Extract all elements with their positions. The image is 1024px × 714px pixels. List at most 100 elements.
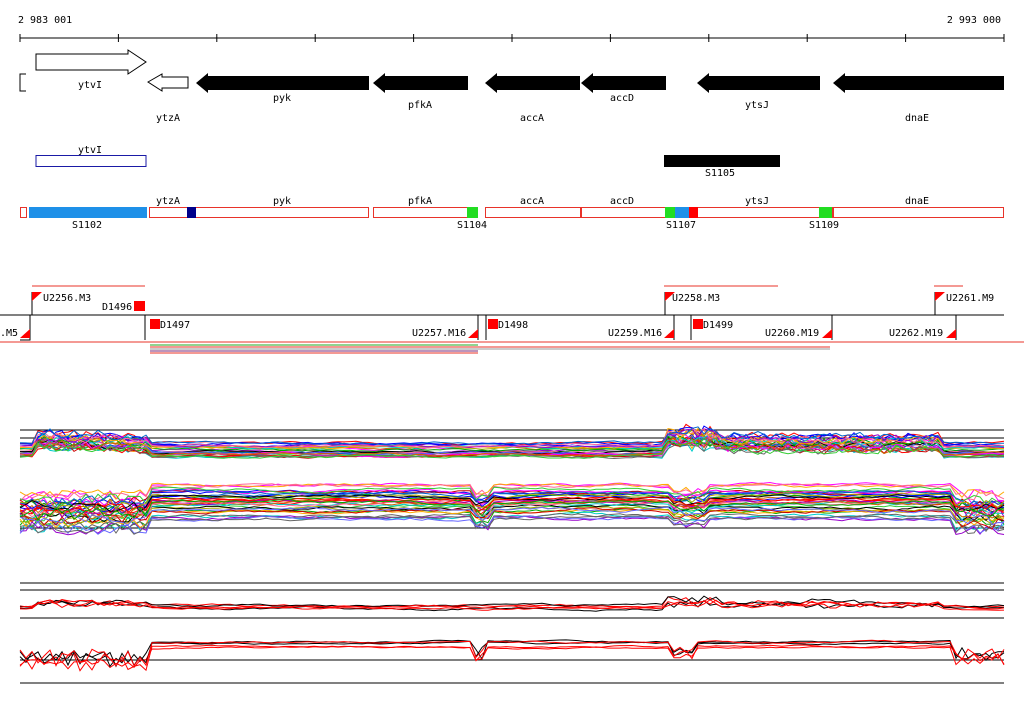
expression-trace [19,436,1005,457]
gene-arrow-pfka[interactable] [373,73,468,93]
start-flag-icon [935,292,945,301]
end-flag-icon [20,329,30,338]
transcript-bracket [20,315,31,341]
expression-trace [19,437,1005,459]
expression-trace [19,425,1005,447]
site-label-s1102: S1102 [72,220,102,231]
summary-trace [19,595,1005,609]
gene-label-acca: accA [520,113,544,124]
gene-label-accd: accD [610,93,634,104]
expression-trace [19,515,1005,536]
segment-outline[interactable] [20,207,27,218]
gene-arrow-ytza[interactable] [147,73,189,92]
site-block-s1109[interactable] [819,207,832,218]
transcript-label: U2258.M3 [672,293,720,304]
transcript-label: .M5 [0,328,18,339]
transcript-label: U2257.M16 [412,328,466,339]
gene-arrow-acca[interactable] [485,73,580,93]
expression-trace [19,507,1005,530]
summary-trace [19,599,1005,611]
segment-track: ytzA pyk pfkA accA accD ytsJ dnaE S1102 … [20,196,1004,231]
site-block-s1107-red[interactable] [689,207,698,218]
segment-outline[interactable] [833,207,1004,218]
transcript-label: U2259.M16 [608,328,662,339]
start-coordinate: 2 983 001 [18,15,72,26]
feature-label-ytvi: ytvI [78,145,102,156]
transcript-label: D1498 [498,320,528,331]
gene-label-ytza: ytzA [156,113,180,124]
expression-trace [19,515,1005,535]
end-flag-icon [468,329,478,338]
expression-trace [19,423,1005,446]
ruler-ticks [19,34,1005,42]
feature-box-ytvi[interactable] [35,155,147,167]
gene-label-dnae: dnaE [905,113,929,124]
stop-marker [488,319,498,329]
expression-profiles-summary [19,582,1005,684]
gene-arrow-ytvi[interactable] [35,49,147,75]
expression-trace [19,481,1005,502]
transcript-label: U2261.M9 [946,293,994,304]
gene-label-ytsj: ytsJ [745,100,769,111]
summary-trace [19,639,1005,667]
start-flag-icon [32,292,42,301]
site-block-s1102[interactable] [29,207,147,218]
site-label-s1109: S1109 [809,220,839,231]
end-flag-icon [946,329,956,338]
end-flag-icon [822,329,832,338]
gene-label-pyk: pyk [273,93,291,104]
feature-box-s1105[interactable] [664,155,780,167]
site-block-s1104[interactable] [467,207,478,218]
expression-trace [19,489,1005,511]
expression-trace [19,427,1005,449]
expression-trace [19,503,1005,524]
transcript-label: D1496 [102,302,132,313]
expression-trace [19,494,1005,513]
summary-trace [19,644,1005,672]
transcript-label: D1499 [703,320,733,331]
site-block-dark[interactable] [187,207,196,218]
expression-trace [19,496,1005,515]
gene-fragment-left [19,73,26,92]
segment-outline[interactable] [149,207,369,218]
end-flag-icon [664,329,674,338]
expression-trace [19,506,1005,526]
expression-trace [19,488,1005,508]
expression-trace [19,489,1005,510]
segment-outline[interactable] [373,207,478,218]
segment-outline[interactable] [581,207,833,218]
site-block-s1107-blue[interactable] [675,207,689,218]
summary-trace [19,645,1005,672]
segment-label-dnae: dnaE [905,196,929,207]
gene-arrow-ytsj[interactable] [697,73,820,93]
segment-label-pfka: pfkA [408,196,432,207]
gene-track: ytvI ytzA pyk pfkA accA accD ytsJ dnaE [19,49,1004,124]
segment-outline[interactable] [485,207,581,218]
segment-label-acca: accA [520,196,544,207]
stop-marker [134,301,145,311]
transcript-label: U2260.M19 [765,328,819,339]
site-label-s1104: S1104 [457,220,487,231]
transcript-track: U2256.M3 U2258.M3 U2261.M9 D1496 D1497 D… [0,285,1024,354]
gene-arrow-accd[interactable] [581,73,666,93]
gene-arrow-dnae[interactable] [833,73,1004,93]
expression-trace [19,432,1005,455]
coordinate-ruler: 2 983 001 2 993 000 [18,15,1005,42]
segment-label-pyk: pyk [273,196,291,207]
gene-arrow-pyk[interactable] [196,73,369,93]
stop-marker [150,319,160,329]
summary-trace [19,640,1005,668]
summary-trace [19,598,1005,610]
start-flag-icon [665,292,675,301]
segment-label-ytsj: ytsJ [745,196,769,207]
end-coordinate: 2 993 000 [947,15,1001,26]
transcript-label: D1497 [160,320,190,331]
feature-label-s1105: S1105 [705,168,735,179]
site-block-s1107-green[interactable] [665,207,675,218]
site-label-s1107: S1107 [666,220,696,231]
transcript-label: U2262.M19 [889,328,943,339]
transcript-label: U2256.M3 [43,293,91,304]
segment-label-ytza: ytzA [156,196,180,207]
